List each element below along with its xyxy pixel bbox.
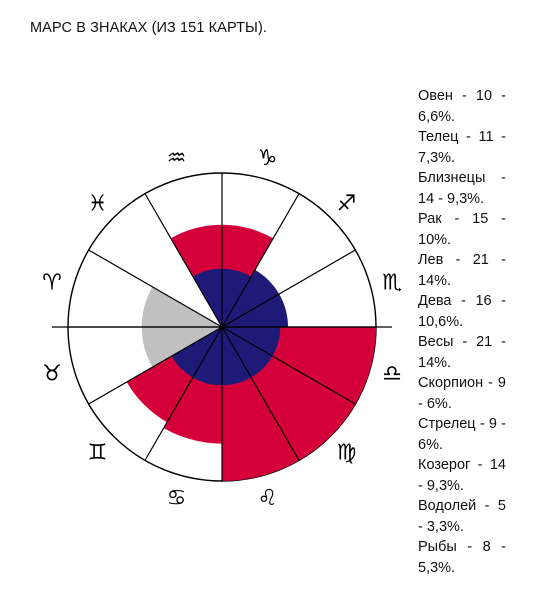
divider-1: [88, 249, 223, 328]
mars-signs-polar-chart: ♈ ♉ ♊ ♋ ♌ ♍ ♎ ♏ ♐ ♑ ♒ ♓: [42, 146, 402, 511]
legend-item-virgo: Дева - 16 - 10,6%.: [418, 293, 506, 330]
divider-11: [88, 326, 223, 405]
sign-glyph-1: ♉: [42, 362, 62, 387]
divider-2: [144, 193, 223, 328]
divider-4: [221, 193, 300, 328]
sign-glyph-9: ♑: [258, 146, 278, 171]
legend-item-pisces: Рыбы - 8 - 5,3%.: [418, 539, 506, 576]
sign-glyph-11: ♓: [88, 192, 108, 217]
divider-7: [221, 326, 356, 405]
sign-glyph-5: ♍: [337, 440, 357, 465]
legend-item-leo: Лев - 21 - 14%.: [418, 252, 506, 289]
divider-5: [221, 249, 356, 328]
sign-glyph-7: ♏: [382, 270, 402, 295]
divider-8: [221, 326, 300, 461]
legend-item-scorpio: Скорпион - 9 - 6%.: [418, 375, 506, 412]
legend-item-sagittarius: Стрелец - 9 - 6%.: [418, 416, 506, 453]
divider-10: [144, 326, 223, 461]
legend-item-gemini: Близнецы - 14 - 9,3%.: [418, 170, 506, 207]
legend-item-libra: Весы - 21 - 14%.: [418, 334, 506, 371]
legend-item-taurus: Телец - 11 - 7,3%.: [418, 129, 506, 166]
sign-glyph-10: ♒: [167, 146, 187, 171]
sign-glyph-8: ♐: [337, 192, 357, 217]
legend-item-aquarius: Водолей - 5 - 3,3%.: [418, 498, 506, 535]
legend: Овен - 10 - 6,6%. Телец - 11 - 7,3%. Бли…: [418, 86, 506, 578]
legend-item-aries: Овен - 10 - 6,6%.: [418, 88, 506, 125]
sign-glyph-6: ♎: [382, 362, 402, 387]
chart-title: МАРС В ЗНАКАХ (ИЗ 151 КАРТЫ).: [30, 20, 268, 36]
sign-glyph-4: ♌: [258, 486, 278, 511]
legend-item-capricorn: Козерог - 14 - 9,3%.: [418, 457, 506, 494]
sign-glyph-3: ♋: [167, 486, 187, 511]
legend-item-cancer: Рак - 15 - 10%.: [418, 211, 506, 248]
sign-glyph-2: ♊: [88, 440, 108, 465]
sign-glyph-0: ♈: [42, 270, 62, 295]
